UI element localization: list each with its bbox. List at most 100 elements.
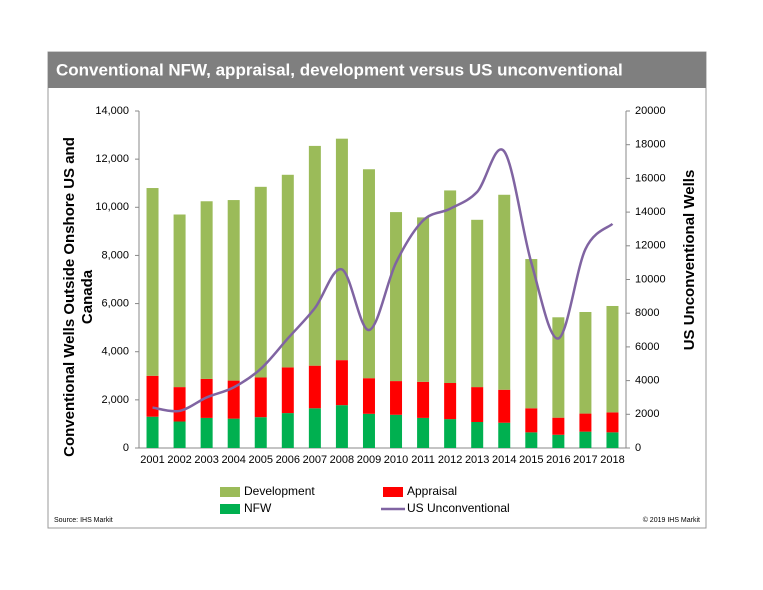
x-tick-label: 2010 bbox=[384, 454, 408, 466]
bar-segment bbox=[417, 217, 430, 382]
y-tick-label: 14,000 bbox=[95, 105, 129, 117]
y-tick-label: 6,000 bbox=[101, 297, 129, 309]
bar-segment bbox=[606, 412, 619, 433]
bar-segment bbox=[200, 417, 213, 448]
y2-tick-label: 8000 bbox=[635, 307, 659, 319]
x-tick-label: 2013 bbox=[465, 454, 489, 466]
x-tick-label: 2002 bbox=[167, 454, 191, 466]
bar-segment bbox=[308, 408, 321, 448]
bar-segment bbox=[227, 418, 240, 448]
y2-tick-label: 18000 bbox=[635, 139, 666, 151]
y-tick-label: 10,000 bbox=[95, 201, 129, 213]
x-tick-label: 2009 bbox=[357, 454, 381, 466]
y2-tick-label: 20000 bbox=[635, 105, 666, 117]
bar-segment bbox=[525, 432, 538, 448]
chart-title: Conventional NFW, appraisal, development… bbox=[56, 60, 623, 79]
legend-swatch bbox=[220, 504, 240, 514]
copyright: © 2019 IHS Markit bbox=[643, 516, 700, 524]
bar-segment bbox=[471, 387, 484, 423]
bar-segment bbox=[390, 212, 403, 382]
y-tick-label: 0 bbox=[123, 442, 129, 454]
bar-segment bbox=[552, 434, 565, 448]
bar-segment bbox=[254, 417, 267, 448]
bar-segment bbox=[335, 405, 348, 448]
bar-segment bbox=[281, 367, 294, 414]
bar-segment bbox=[362, 169, 375, 379]
y-tick-label: 8,000 bbox=[101, 249, 129, 261]
bar-segment bbox=[579, 311, 592, 414]
x-tick-label: 2015 bbox=[519, 454, 543, 466]
y2-axis-title: US Unconventional Wells bbox=[681, 170, 698, 351]
y2-tick-label: 16000 bbox=[635, 172, 666, 184]
bar-segment bbox=[173, 214, 186, 388]
y-tick-label: 4,000 bbox=[101, 346, 129, 358]
y2-tick-label: 6000 bbox=[635, 341, 659, 353]
bar-segment bbox=[417, 417, 430, 448]
legend-label: NFW bbox=[244, 501, 272, 515]
bar-segment bbox=[173, 387, 186, 422]
bar-segment bbox=[444, 419, 457, 448]
legend-label: Appraisal bbox=[407, 484, 457, 498]
x-tick-label: 2018 bbox=[600, 454, 624, 466]
y-axis-title: Conventional Wells Outside Onshore US an… bbox=[61, 137, 78, 457]
bar-segment bbox=[362, 378, 375, 414]
bar-segment bbox=[173, 421, 186, 448]
x-tick-label: 2004 bbox=[221, 454, 245, 466]
bar-segment bbox=[444, 190, 457, 384]
legend-label: Development bbox=[244, 484, 315, 498]
bar-segment bbox=[227, 200, 240, 381]
bar-segment bbox=[146, 375, 159, 417]
x-tick-label: 2003 bbox=[194, 454, 218, 466]
bar-segment bbox=[281, 174, 294, 368]
y2-tick-label: 2000 bbox=[635, 408, 659, 420]
y2-tick-label: 12000 bbox=[635, 240, 666, 252]
bar-segment bbox=[444, 383, 457, 420]
y-tick-label: 12,000 bbox=[95, 153, 129, 165]
bar-segment bbox=[335, 138, 348, 361]
y2-tick-label: 10000 bbox=[635, 273, 666, 285]
x-tick-label: 2001 bbox=[140, 454, 164, 466]
x-tick-label: 2008 bbox=[330, 454, 354, 466]
bar-segment bbox=[471, 422, 484, 448]
bar-segment bbox=[281, 413, 294, 448]
bar-segment bbox=[525, 259, 538, 409]
bar-segment bbox=[606, 305, 619, 413]
bar-segment bbox=[308, 145, 321, 366]
bar-segment bbox=[579, 431, 592, 448]
y2-tick-label: 0 bbox=[635, 442, 641, 454]
y-tick-label: 2,000 bbox=[101, 394, 129, 406]
bar-segment bbox=[471, 219, 484, 388]
line-series bbox=[152, 148, 614, 413]
bar-segment bbox=[579, 413, 592, 432]
bar-segment bbox=[254, 377, 267, 418]
x-tick-label: 2006 bbox=[276, 454, 300, 466]
bar-segment bbox=[308, 365, 321, 409]
legend-label: US Unconventional bbox=[407, 501, 510, 515]
legend-swatch bbox=[383, 487, 403, 497]
bar-segment bbox=[498, 194, 511, 390]
bar-segment bbox=[390, 381, 403, 415]
source: Source: IHS Markit bbox=[54, 517, 113, 524]
bar-segment bbox=[362, 413, 375, 448]
bar-segment bbox=[498, 389, 511, 423]
bar-segment bbox=[552, 317, 565, 418]
bar-segment bbox=[146, 188, 159, 376]
bar-segment bbox=[335, 360, 348, 406]
x-tick-label: 2011 bbox=[411, 454, 435, 466]
x-tick-label: 2005 bbox=[249, 454, 273, 466]
bar-segment bbox=[390, 414, 403, 448]
bar-segment bbox=[552, 417, 565, 435]
bar-segment bbox=[606, 432, 619, 448]
header-band bbox=[48, 52, 706, 88]
legend-swatch bbox=[220, 487, 240, 497]
bar-segment bbox=[146, 416, 159, 448]
bar-segment bbox=[254, 186, 267, 378]
bar-segment bbox=[498, 422, 511, 448]
bar-segment bbox=[525, 408, 538, 433]
bar-segment bbox=[200, 201, 213, 379]
x-tick-label: 2007 bbox=[303, 454, 327, 466]
y-axis-title: Canada bbox=[79, 269, 96, 324]
y2-tick-label: 14000 bbox=[635, 206, 666, 218]
x-tick-label: 2012 bbox=[438, 454, 462, 466]
